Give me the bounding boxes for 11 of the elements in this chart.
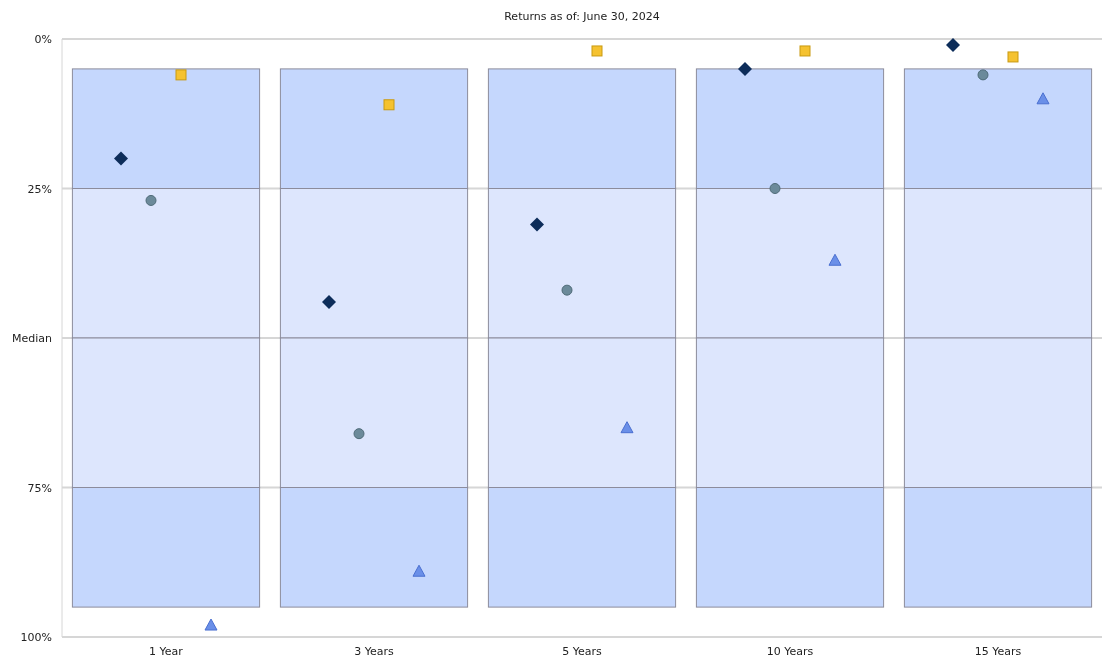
x-tick-label: 15 Years [974,645,1022,658]
y-tick-label: 0% [34,33,52,46]
y-tick-label: 75% [27,481,52,495]
x-tick-label: 5 Years [562,645,603,658]
y-tick-label: 100% [20,631,52,644]
y-tick-label: 25% [27,182,52,196]
chart-title: Returns as of: June 30, 2024 [504,10,660,23]
y-tick-label: Median [11,332,53,345]
x-tick-label: 1 Year [149,645,184,658]
x-tick-label: 3 Years [354,645,395,658]
x-tick-label: 10 Years [766,645,814,658]
